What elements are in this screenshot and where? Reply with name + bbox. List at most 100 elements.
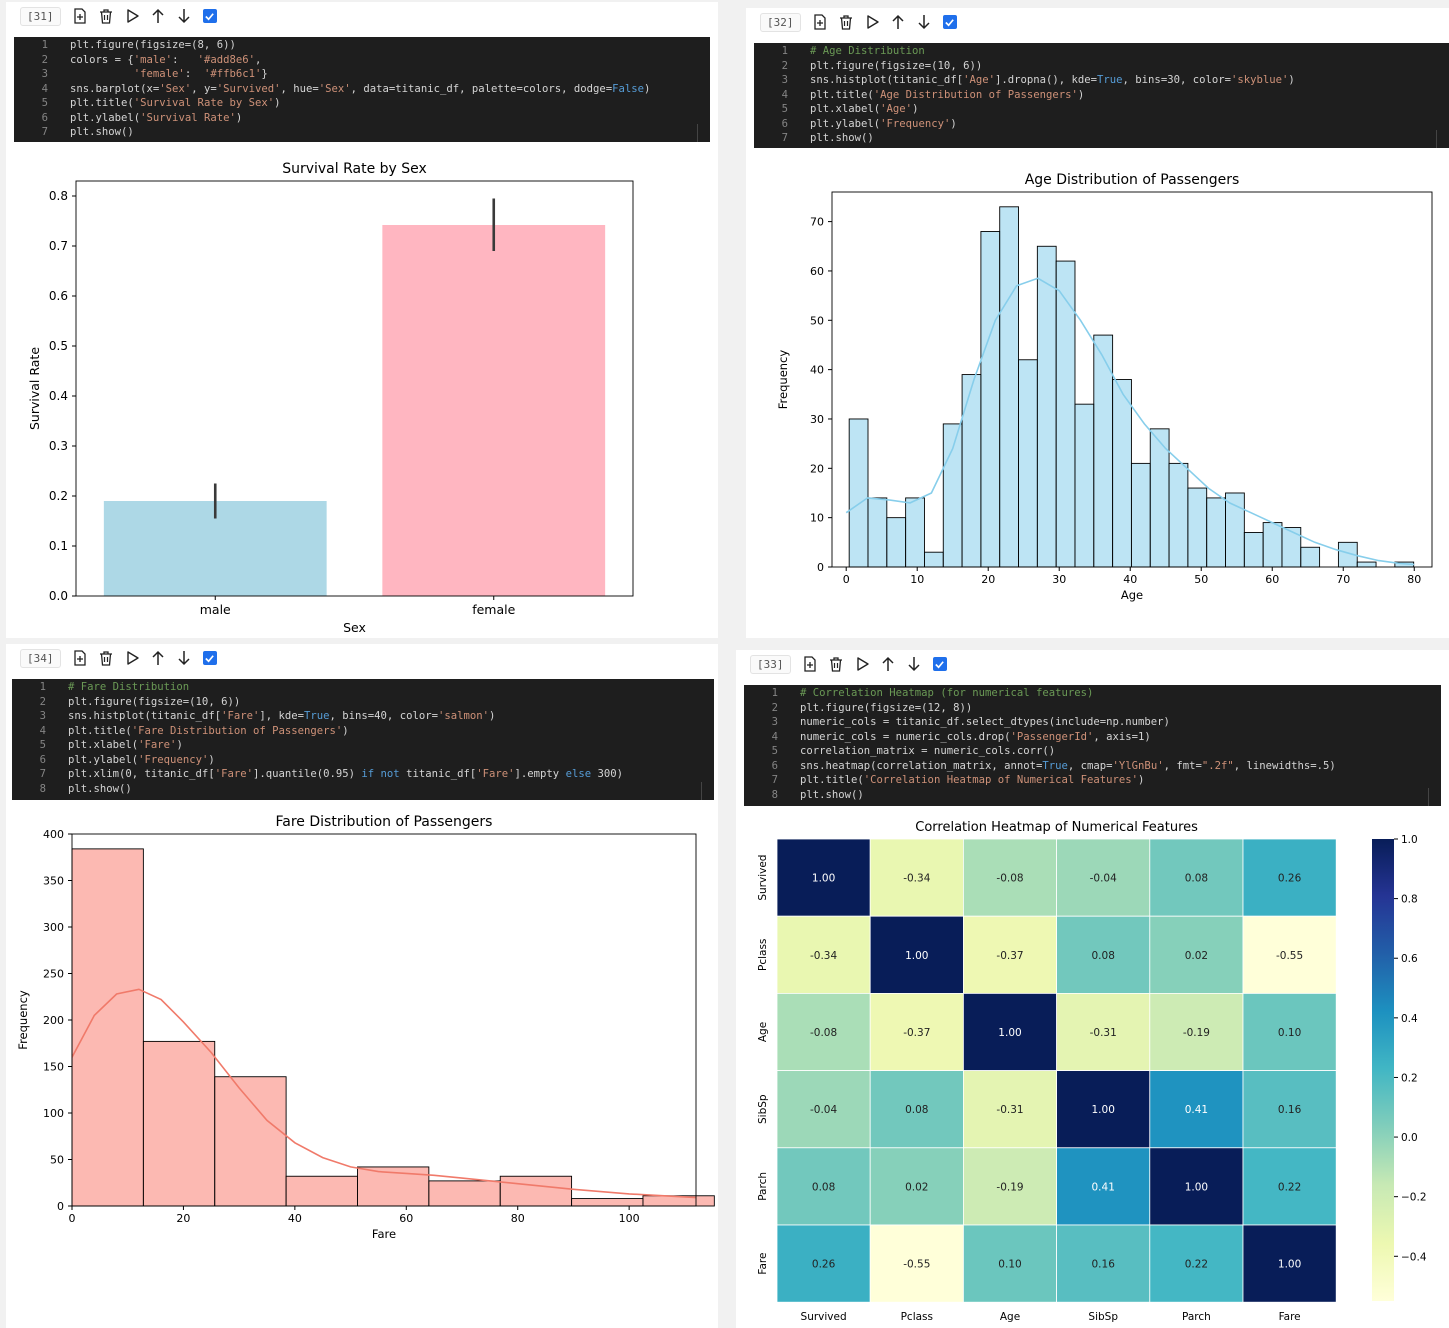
move-down-button[interactable] [903,653,925,675]
heatmap-cell [776,1070,871,1149]
histogram-bar [1206,497,1226,568]
y-tick-label: Fare [757,1253,769,1275]
cell-select-checkbox[interactable] [929,653,951,675]
cell-annotation: 0.10 [998,1259,1021,1271]
code-line: 8 plt.show() [744,788,1441,803]
code-token: 'Age Distribution of Passengers' [873,88,1078,101]
add-cell-button[interactable] [799,653,821,675]
run-icon [854,656,870,672]
heatmap-cell [1149,1070,1244,1149]
code-editor[interactable]: 1 # Correlation Heatmap (for numerical fe… [744,685,1441,806]
code-line: 4 numeric_cols = numeric_cols.drop('Passe… [744,730,1441,745]
chart-correlation-heatmap: Correlation Heatmap of Numerical Feature… [757,820,1427,1323]
code-token: , [254,53,262,66]
move-up-button[interactable] [887,11,909,33]
colorbar [1372,839,1394,1301]
y-tick-label: 0.3 [49,439,68,453]
code-token: , bins=30, color= [1122,74,1231,86]
cell-select-checkbox[interactable] [199,647,221,669]
x-tick-label: Survived [801,1311,847,1323]
move-up-icon [150,650,166,666]
move-down-icon [916,14,932,30]
line-number: 7 [41,126,48,138]
histogram-bar [980,231,1001,568]
cell-annotation: -0.34 [810,950,837,962]
editor-scrollbar[interactable] [701,782,714,800]
code-token: plt.show() [810,132,874,144]
cell-annotation: -0.08 [810,1027,837,1039]
x-tick-label: Pclass [901,1311,933,1323]
run-button[interactable] [121,647,143,669]
code-token: ) [489,710,496,722]
code-editor[interactable]: 1 # Fare Distribution 2 plt.figure(figsize=… [12,679,714,800]
code-token: # Age Distribution [810,45,925,57]
run-button[interactable] [851,653,873,675]
move-up-button[interactable] [147,5,169,27]
y-tick-label: 10 [810,512,824,525]
cell-annotation: -0.04 [1090,873,1117,885]
move-up-button[interactable] [147,647,169,669]
x-tick-label: 20 [176,1212,190,1225]
checkbox-icon [202,9,217,23]
move-up-button[interactable] [877,653,899,675]
delete-button[interactable] [95,647,117,669]
code-token: sns.histplot(titanic_df[ [68,710,222,722]
add-cell-button[interactable] [69,647,91,669]
notebook-cell-31: [31] 1 plt.figure(figsize=(8, 6)) 2 colors … [6,2,718,638]
cell-annotation: 1.00 [998,1027,1021,1039]
code-line: 3 'female': '#ffb6c1'} [14,67,710,82]
y-tick-label: 0.7 [49,239,68,253]
move-down-button[interactable] [173,5,195,27]
histogram-bar [1187,487,1208,568]
y-tick-label: 400 [43,828,64,841]
delete-button[interactable] [835,11,857,33]
run-icon [124,8,140,24]
code-line: 3 sns.histplot(titanic_df['Age'].dropna()… [754,73,1449,88]
histogram-bar [923,551,944,568]
editor-scrollbar[interactable] [1436,130,1449,148]
code-editor[interactable]: 1 # Age Distribution 2 plt.figure(figsize=(… [754,43,1449,148]
code-token: : [184,68,204,80]
colorbar-tick-label: 1.0 [1401,834,1418,846]
cell-annotation: 0.10 [1278,1027,1301,1039]
x-tick-label: 0 [69,1212,76,1225]
cell-select-checkbox[interactable] [199,5,221,27]
y-tick-label: 350 [43,875,64,888]
code-token: plt.figure(figsize=(10, 6)) [68,695,241,708]
histogram-bar [999,206,1019,568]
move-up-icon [890,14,906,30]
histogram-bar [1018,359,1038,568]
code-token: ) [235,111,243,124]
delete-icon [98,650,114,666]
code-token: , cmap= [1067,759,1113,772]
code-token: numeric_cols = numeric_cols.drop( [800,730,1011,743]
cell-annotation: 0.16 [1092,1259,1116,1271]
editor-scrollbar[interactable] [1428,788,1441,806]
code-line: 1 plt.figure(figsize=(8, 6)) [14,38,710,53]
add-cell-button[interactable] [69,5,91,27]
code-token: 'Fare' [138,739,177,751]
add-cell-button[interactable] [809,11,831,33]
move-down-button[interactable] [913,11,935,33]
code-line: 6 sns.heatmap(correlation_matrix, annot= T… [744,759,1441,774]
delete-button[interactable] [825,653,847,675]
cell-select-checkbox[interactable] [939,11,961,33]
move-up-icon [150,8,166,24]
code-token: 'Sex' [318,82,351,95]
colorbar-tick-label: 0.2 [1401,1072,1418,1084]
histogram-bar [428,1180,501,1207]
cell-annotation: -0.37 [903,1027,930,1039]
code-editor[interactable]: 1 plt.figure(figsize=(8, 6)) 2 colors = {'m… [14,37,710,142]
line-number: 3 [771,716,778,728]
delete-button[interactable] [95,5,117,27]
cell-annotation: 0.16 [1278,1104,1302,1116]
code-token: plt.title( [68,724,132,737]
cell-annotation: 0.41 [1092,1181,1115,1193]
editor-scrollbar[interactable] [697,124,710,142]
run-button[interactable] [861,11,883,33]
run-button[interactable] [121,5,143,27]
code-token: 'salmon' [437,710,489,722]
line-number: 1 [771,687,778,699]
y-tick-label: 0.4 [49,389,68,403]
move-down-button[interactable] [173,647,195,669]
